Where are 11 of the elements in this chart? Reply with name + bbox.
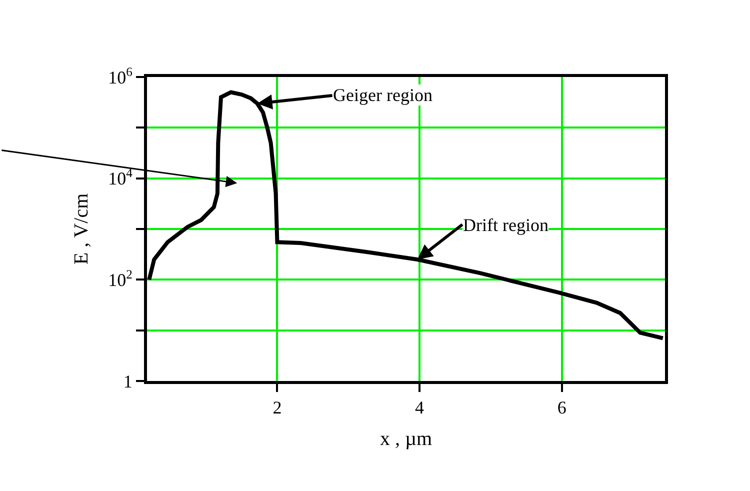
y-axis-title: E , V/cm [70,192,93,265]
x-tick-label: 2 [272,398,282,418]
annotation: Geiger region [333,85,432,105]
x-tick-label: 4 [415,398,424,418]
annotation: Drift region [463,215,548,235]
y-tick-label: 10$^{6}$ [108,64,132,88]
x-axis-title: x , µm [380,428,432,450]
y-tick-label: 10$^{4}$ [108,166,134,189]
y-tick-label: 1 [123,371,132,392]
x-tick-label: 6 [557,398,566,418]
y-tick-label: 10$^{2}$ [108,267,132,290]
